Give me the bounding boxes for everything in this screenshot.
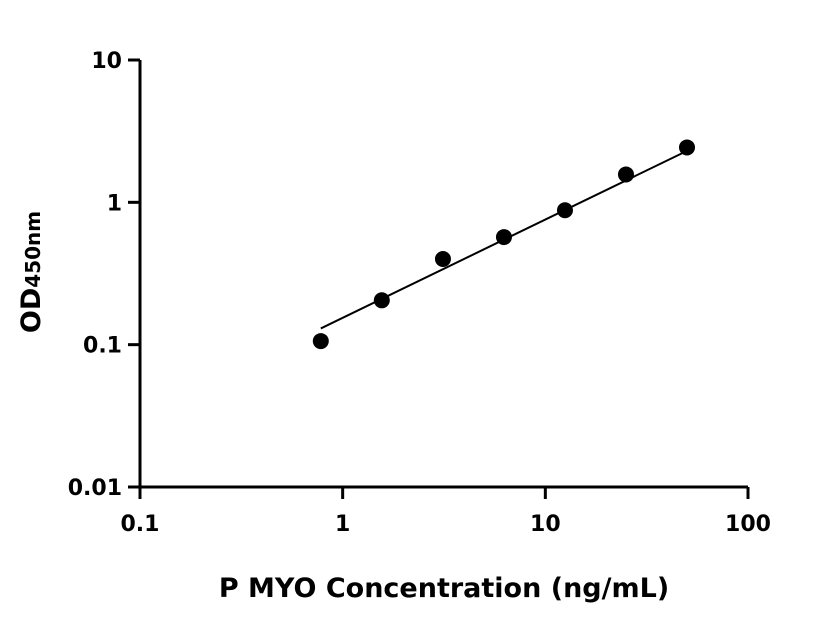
y-tick-label: 10 — [91, 49, 122, 74]
x-tick-label: 0.1 — [121, 512, 160, 537]
x-tick-label: 10 — [530, 512, 561, 537]
y-tick-label: 0.1 — [83, 334, 122, 359]
data-point — [678, 139, 695, 156]
data-point — [434, 250, 451, 267]
data-point — [373, 292, 390, 309]
x-axis-label: P MYO Concentration (ng/mL) — [219, 573, 669, 604]
x-tick-label: 1 — [335, 512, 350, 537]
y-axis-label-main: OD — [16, 288, 47, 333]
data-point — [312, 333, 329, 350]
x-tick-label: 100 — [725, 512, 771, 537]
y-tick-label: 1 — [107, 191, 122, 216]
axes: 0.1 1 10 100 0.01 0.1 1 10 — [68, 49, 771, 537]
data-marks — [312, 139, 695, 350]
data-point — [556, 202, 573, 219]
data-point — [495, 229, 512, 246]
y-axis-label: OD450nm — [16, 211, 47, 333]
y-axis-label-subscript: 450nm — [21, 211, 45, 288]
y-tick-label: 0.01 — [68, 476, 122, 501]
data-point — [617, 166, 634, 183]
